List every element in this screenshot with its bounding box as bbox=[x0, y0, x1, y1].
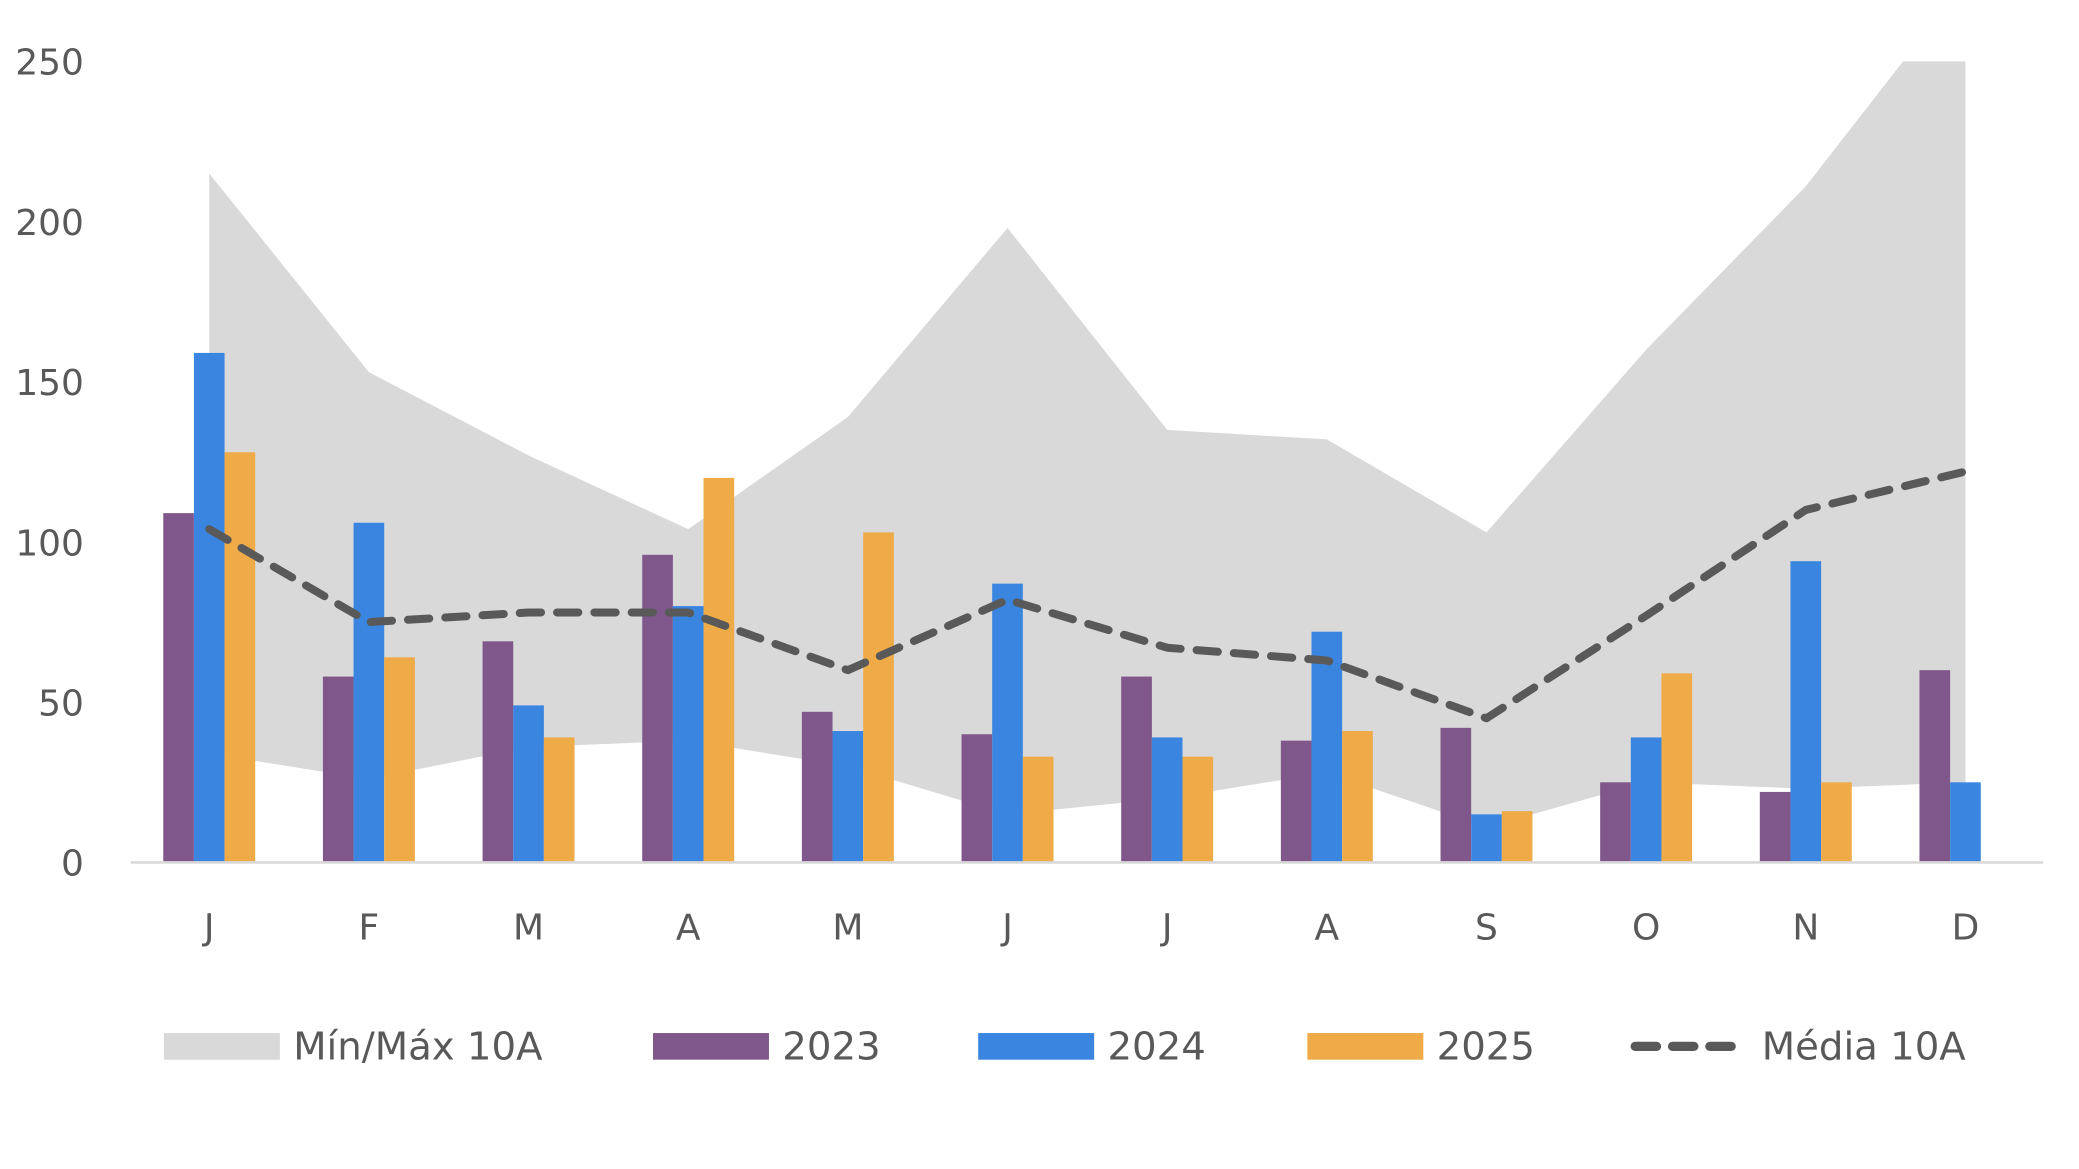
legend-swatch-2024 bbox=[978, 1033, 1095, 1060]
legend-label: Média 10A bbox=[1762, 1025, 1966, 1070]
x-tick-label: M bbox=[832, 908, 863, 949]
x-tick-label: A bbox=[1315, 908, 1340, 949]
legend-label: 2024 bbox=[1107, 1025, 1205, 1070]
x-tick-label: J bbox=[1000, 908, 1013, 949]
x-tick-label: D bbox=[1952, 908, 1980, 949]
legend-label: 2023 bbox=[782, 1025, 880, 1070]
bar-2024-11 bbox=[1950, 782, 1981, 863]
y-tick-label: 0 bbox=[61, 844, 84, 885]
bar-2024-0 bbox=[193, 352, 225, 863]
bar-2024-2 bbox=[513, 705, 544, 863]
bar-2025-2 bbox=[543, 737, 575, 863]
legend-label: 2025 bbox=[1437, 1025, 1535, 1070]
bar-2024-3 bbox=[672, 606, 704, 863]
bar-2025-0 bbox=[224, 452, 256, 863]
bar-2023-4 bbox=[801, 711, 833, 863]
bar-2025-10 bbox=[1821, 782, 1852, 863]
legend-swatch-min-max bbox=[163, 1033, 280, 1060]
bar-2023-3 bbox=[642, 554, 673, 863]
bar-2025-3 bbox=[703, 477, 735, 863]
legend-swatch-2025 bbox=[1307, 1033, 1424, 1060]
legend-swatch-2023 bbox=[653, 1033, 769, 1060]
bar-2023-10 bbox=[1759, 791, 1791, 863]
bar-2025-4 bbox=[863, 532, 894, 863]
bar-2024-7 bbox=[1311, 631, 1343, 863]
bar-2025-5 bbox=[1022, 756, 1054, 863]
x-tick-label: S bbox=[1475, 908, 1498, 949]
legend-label: Mín/Máx 10A bbox=[293, 1025, 543, 1070]
x-tick-label: M bbox=[513, 908, 544, 949]
bar-2023-7 bbox=[1280, 740, 1312, 863]
x-tick-label: A bbox=[676, 908, 701, 949]
bar-2025-1 bbox=[384, 657, 415, 863]
bar-2025-7 bbox=[1342, 731, 1373, 863]
bar-2025-9 bbox=[1661, 673, 1693, 863]
bar-2024-9 bbox=[1630, 737, 1662, 863]
x-tick-label: J bbox=[1160, 908, 1173, 949]
bar-2025-6 bbox=[1182, 756, 1214, 863]
bar-2023-6 bbox=[1121, 676, 1152, 863]
bar-2024-5 bbox=[992, 583, 1023, 863]
bar-2025-8 bbox=[1501, 811, 1533, 863]
mean-line bbox=[205, 467, 1970, 723]
bar-2023-2 bbox=[482, 641, 514, 863]
x-tick-label: F bbox=[359, 908, 380, 949]
bar-2024-1 bbox=[353, 522, 385, 863]
min-max-band bbox=[209, 61, 1966, 828]
bar-2023-0 bbox=[163, 513, 194, 863]
bar-2023-8 bbox=[1440, 727, 1472, 863]
x-tick-label: J bbox=[202, 908, 215, 949]
y-tick-label: 50 bbox=[38, 684, 84, 725]
x-tick-label: O bbox=[1632, 908, 1660, 949]
bar-2023-1 bbox=[322, 676, 354, 863]
bar-2023-5 bbox=[961, 734, 993, 863]
bar-2024-10 bbox=[1790, 561, 1822, 863]
y-tick-label: 250 bbox=[15, 43, 84, 84]
y-tick-label: 150 bbox=[15, 363, 84, 404]
bar-2024-6 bbox=[1151, 737, 1183, 863]
bar-2024-4 bbox=[832, 731, 864, 863]
bar-2023-9 bbox=[1600, 782, 1631, 863]
bar-2023-11 bbox=[1919, 670, 1951, 863]
bar-2024-8 bbox=[1471, 814, 1502, 863]
y-tick-label: 200 bbox=[15, 203, 84, 244]
y-tick-label: 100 bbox=[15, 523, 84, 564]
x-tick-label: N bbox=[1792, 908, 1819, 949]
